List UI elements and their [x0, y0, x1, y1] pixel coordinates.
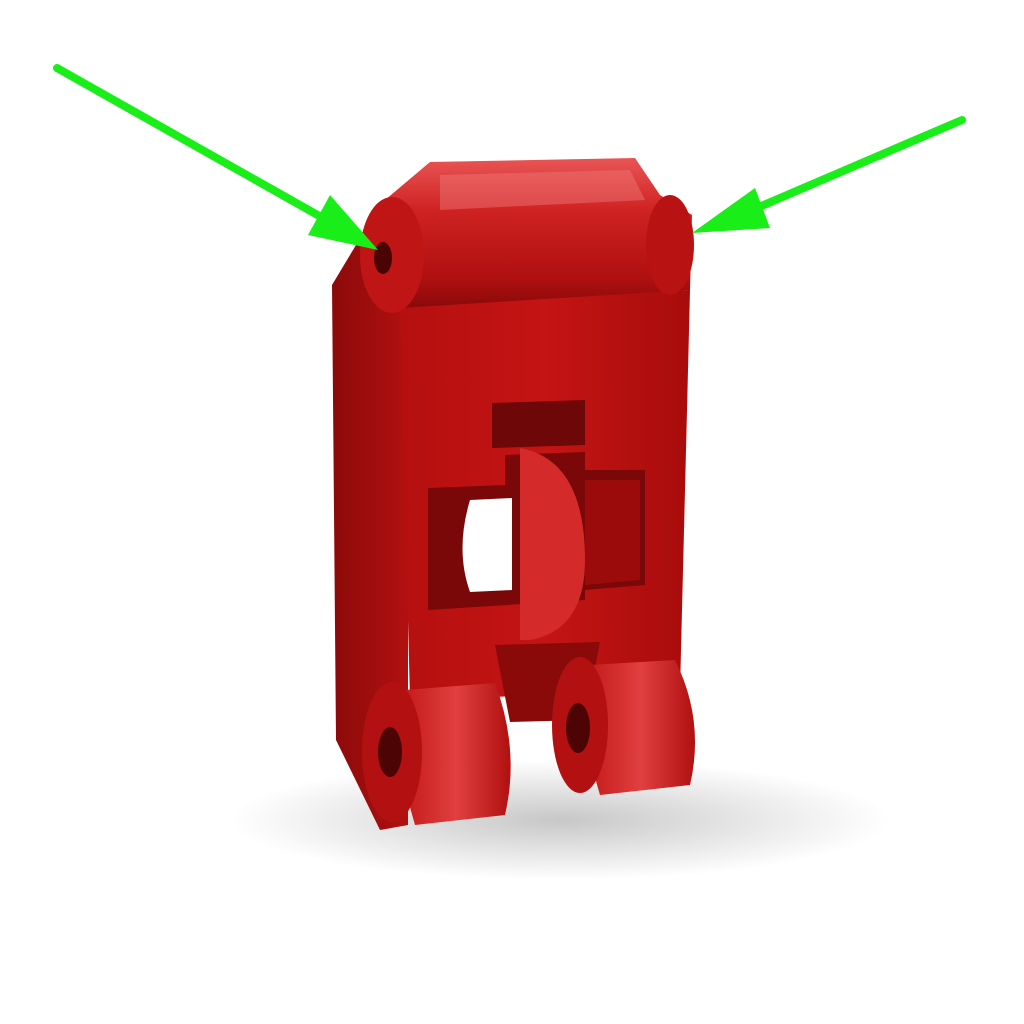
- arrow-right: [692, 116, 966, 233]
- window-inner-curve: [520, 448, 585, 640]
- window-inner-shadow: [585, 480, 640, 585]
- window-see-through: [462, 498, 512, 592]
- bracket-left-side: [332, 205, 408, 830]
- window-upper-slot: [492, 400, 585, 448]
- bracket-part: [332, 158, 695, 830]
- arrow-right-head: [692, 188, 770, 233]
- arrow-right-shaft: [741, 116, 966, 217]
- top-hinge-cylinder: [385, 158, 692, 308]
- top-right-hinge-end: [646, 195, 694, 295]
- arrow-left-head: [308, 195, 378, 250]
- bottom-left-knuckle: [401, 683, 511, 825]
- bottom-right-knuckle: [586, 660, 695, 795]
- ground-shadow: [230, 760, 890, 880]
- top-left-hole: [374, 242, 392, 274]
- bottom-right-hole: [566, 703, 590, 753]
- arrow-left: [53, 64, 378, 250]
- bottom-left-hole: [378, 727, 402, 777]
- arrow-left-shaft: [53, 64, 334, 226]
- top-hinge-highlight: [440, 170, 645, 210]
- top-left-hinge-end: [360, 197, 424, 313]
